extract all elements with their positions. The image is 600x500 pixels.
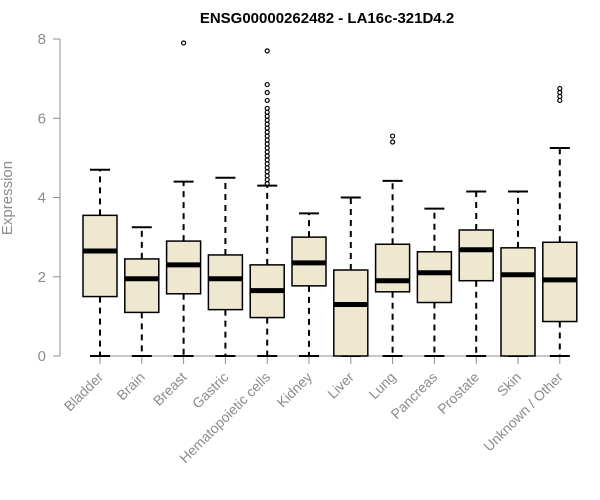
box-skin — [500, 190, 536, 357]
outlier-point — [181, 40, 187, 46]
box-unknown-other — [542, 85, 578, 357]
box-kidney — [291, 212, 327, 357]
chart-title: ENSG00000262482 - LA16c-321D4.2 — [200, 10, 454, 27]
y-tick-label: 6 — [38, 110, 46, 127]
box-gastric — [207, 176, 244, 357]
iqr-box — [500, 247, 536, 357]
iqr-box — [374, 243, 411, 293]
outlier-point — [264, 105, 270, 111]
y-tick-label: 4 — [38, 190, 46, 207]
outlier-point — [557, 85, 563, 92]
box-pancreas — [416, 207, 453, 357]
box-breast — [165, 40, 202, 357]
box-prostate — [458, 190, 494, 357]
iqr-box — [458, 229, 494, 282]
outlier-point — [264, 81, 270, 88]
x-tick-label: Liver — [324, 369, 357, 402]
box-bladder — [82, 168, 118, 357]
x-tick-label: Unknown / Other — [480, 369, 566, 455]
y-tick-label: 0 — [38, 348, 46, 365]
y-axis-label: Expression — [0, 161, 16, 235]
box-brain — [124, 226, 160, 357]
outlier-point — [264, 97, 270, 104]
y-axis: 0 2 4 6 8 — [38, 31, 61, 365]
iqr-box — [124, 258, 160, 314]
box-liver — [333, 196, 369, 357]
y-tick-label: 2 — [38, 269, 46, 286]
outlier-point — [264, 89, 270, 96]
box-hematopoietic-cells — [249, 48, 285, 357]
iqr-box — [207, 254, 244, 311]
outlier-point — [390, 133, 396, 139]
iqr-box — [82, 214, 118, 298]
x-tick-label: Prostate — [434, 369, 482, 417]
x-tick-label: Skin — [494, 369, 525, 400]
y-tick-label: 8 — [38, 31, 46, 48]
x-tick-label: Bladder — [61, 369, 107, 415]
x-tick-label: Lung — [365, 369, 398, 402]
iqr-box — [165, 240, 202, 295]
outlier-point — [390, 139, 396, 145]
outlier-point — [264, 48, 270, 54]
iqr-box — [333, 269, 369, 357]
box-lung — [374, 133, 411, 357]
x-tick-label: Kidney — [274, 369, 316, 411]
x-tick-label: Breast — [150, 369, 190, 409]
x-tick-label: Brain — [113, 369, 147, 403]
iqr-box — [416, 251, 453, 304]
boxes — [82, 40, 578, 357]
